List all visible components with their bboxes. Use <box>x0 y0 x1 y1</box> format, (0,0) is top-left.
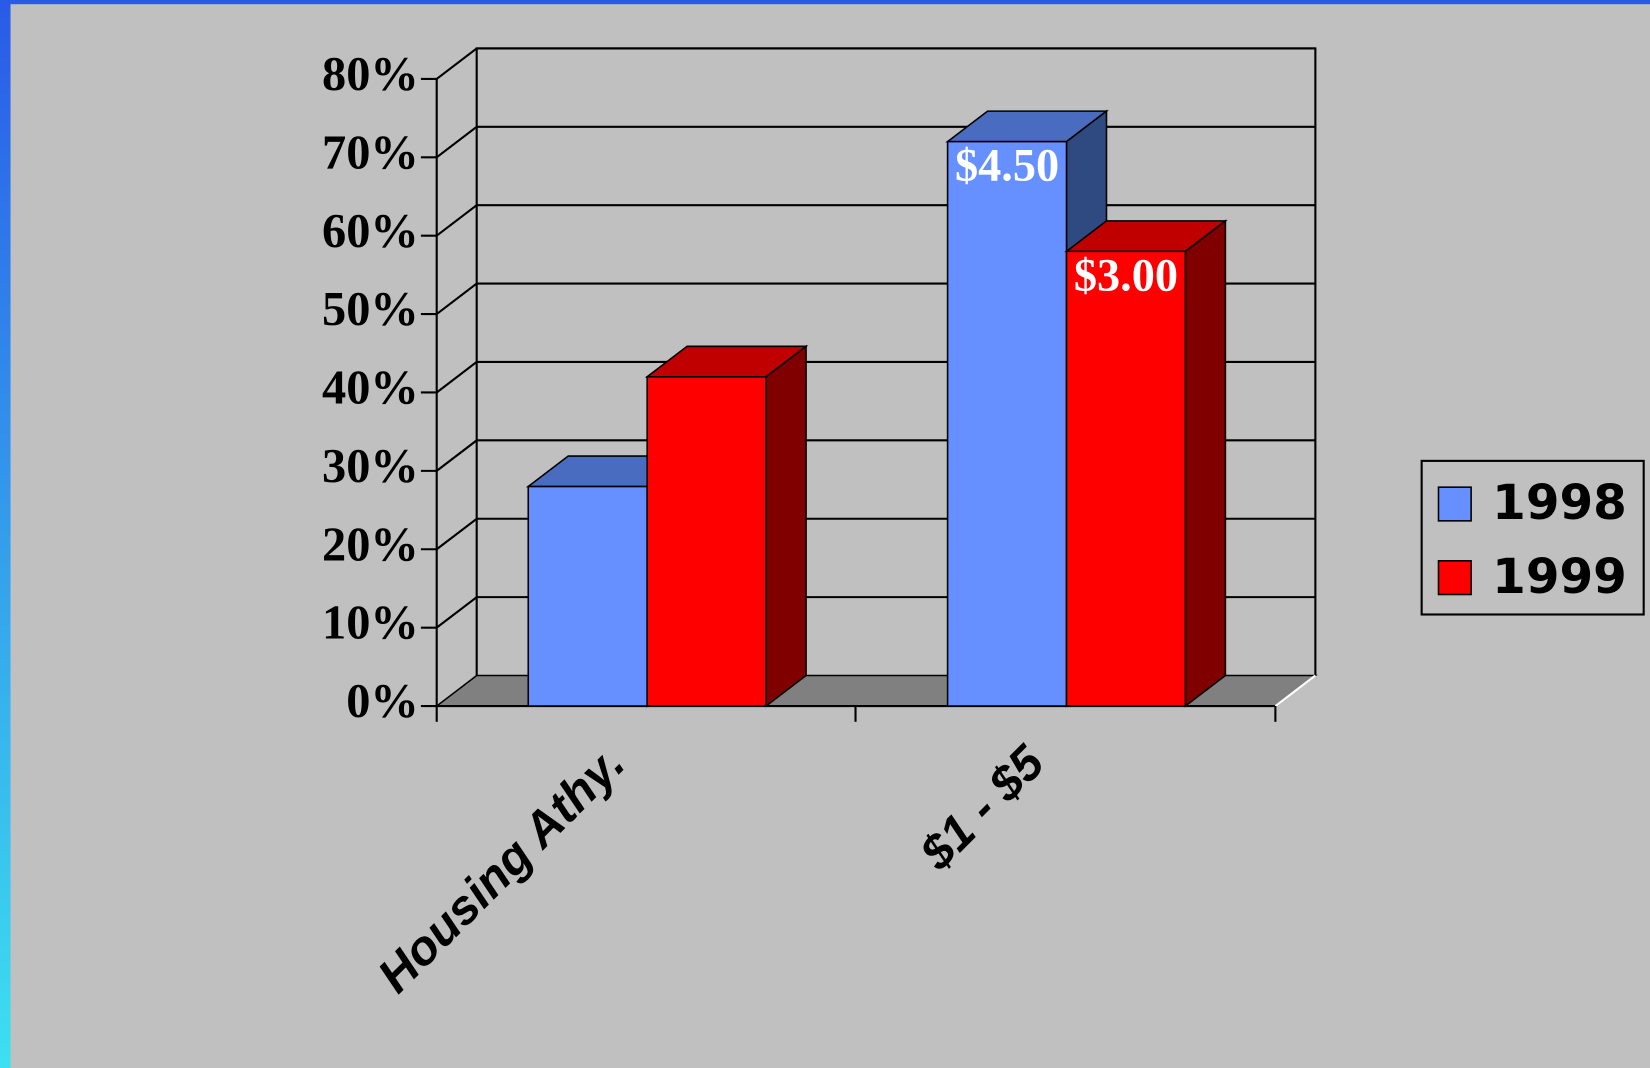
y-tick-label: 0% <box>346 675 419 728</box>
bar <box>1065 250 1187 707</box>
y-tick-label: 20% <box>322 518 419 571</box>
floor-edge <box>1274 674 1317 707</box>
back-wall <box>475 47 1317 676</box>
legend-label: 1999 <box>1492 549 1627 605</box>
y-tick-label: 50% <box>322 283 419 336</box>
bar-side <box>765 344 807 708</box>
y-tick-label: 80% <box>322 48 419 101</box>
background <box>10 4 1650 1068</box>
point-label: $4.50 <box>955 141 1059 192</box>
legend-swatch <box>1437 486 1472 522</box>
y-tick-label: 30% <box>322 440 419 493</box>
legend-label: 1998 <box>1492 475 1627 531</box>
point-label: $3.00 <box>1074 250 1178 301</box>
bar <box>646 376 767 707</box>
bar-side <box>1184 219 1227 708</box>
bar <box>527 485 648 707</box>
y-tick-label: 10% <box>322 597 419 650</box>
bar <box>946 140 1068 707</box>
y-tick-label: 70% <box>322 126 419 179</box>
y-tick-label: 60% <box>322 205 419 258</box>
y-tick-label: 40% <box>322 362 419 415</box>
legend-swatch <box>1437 560 1472 596</box>
